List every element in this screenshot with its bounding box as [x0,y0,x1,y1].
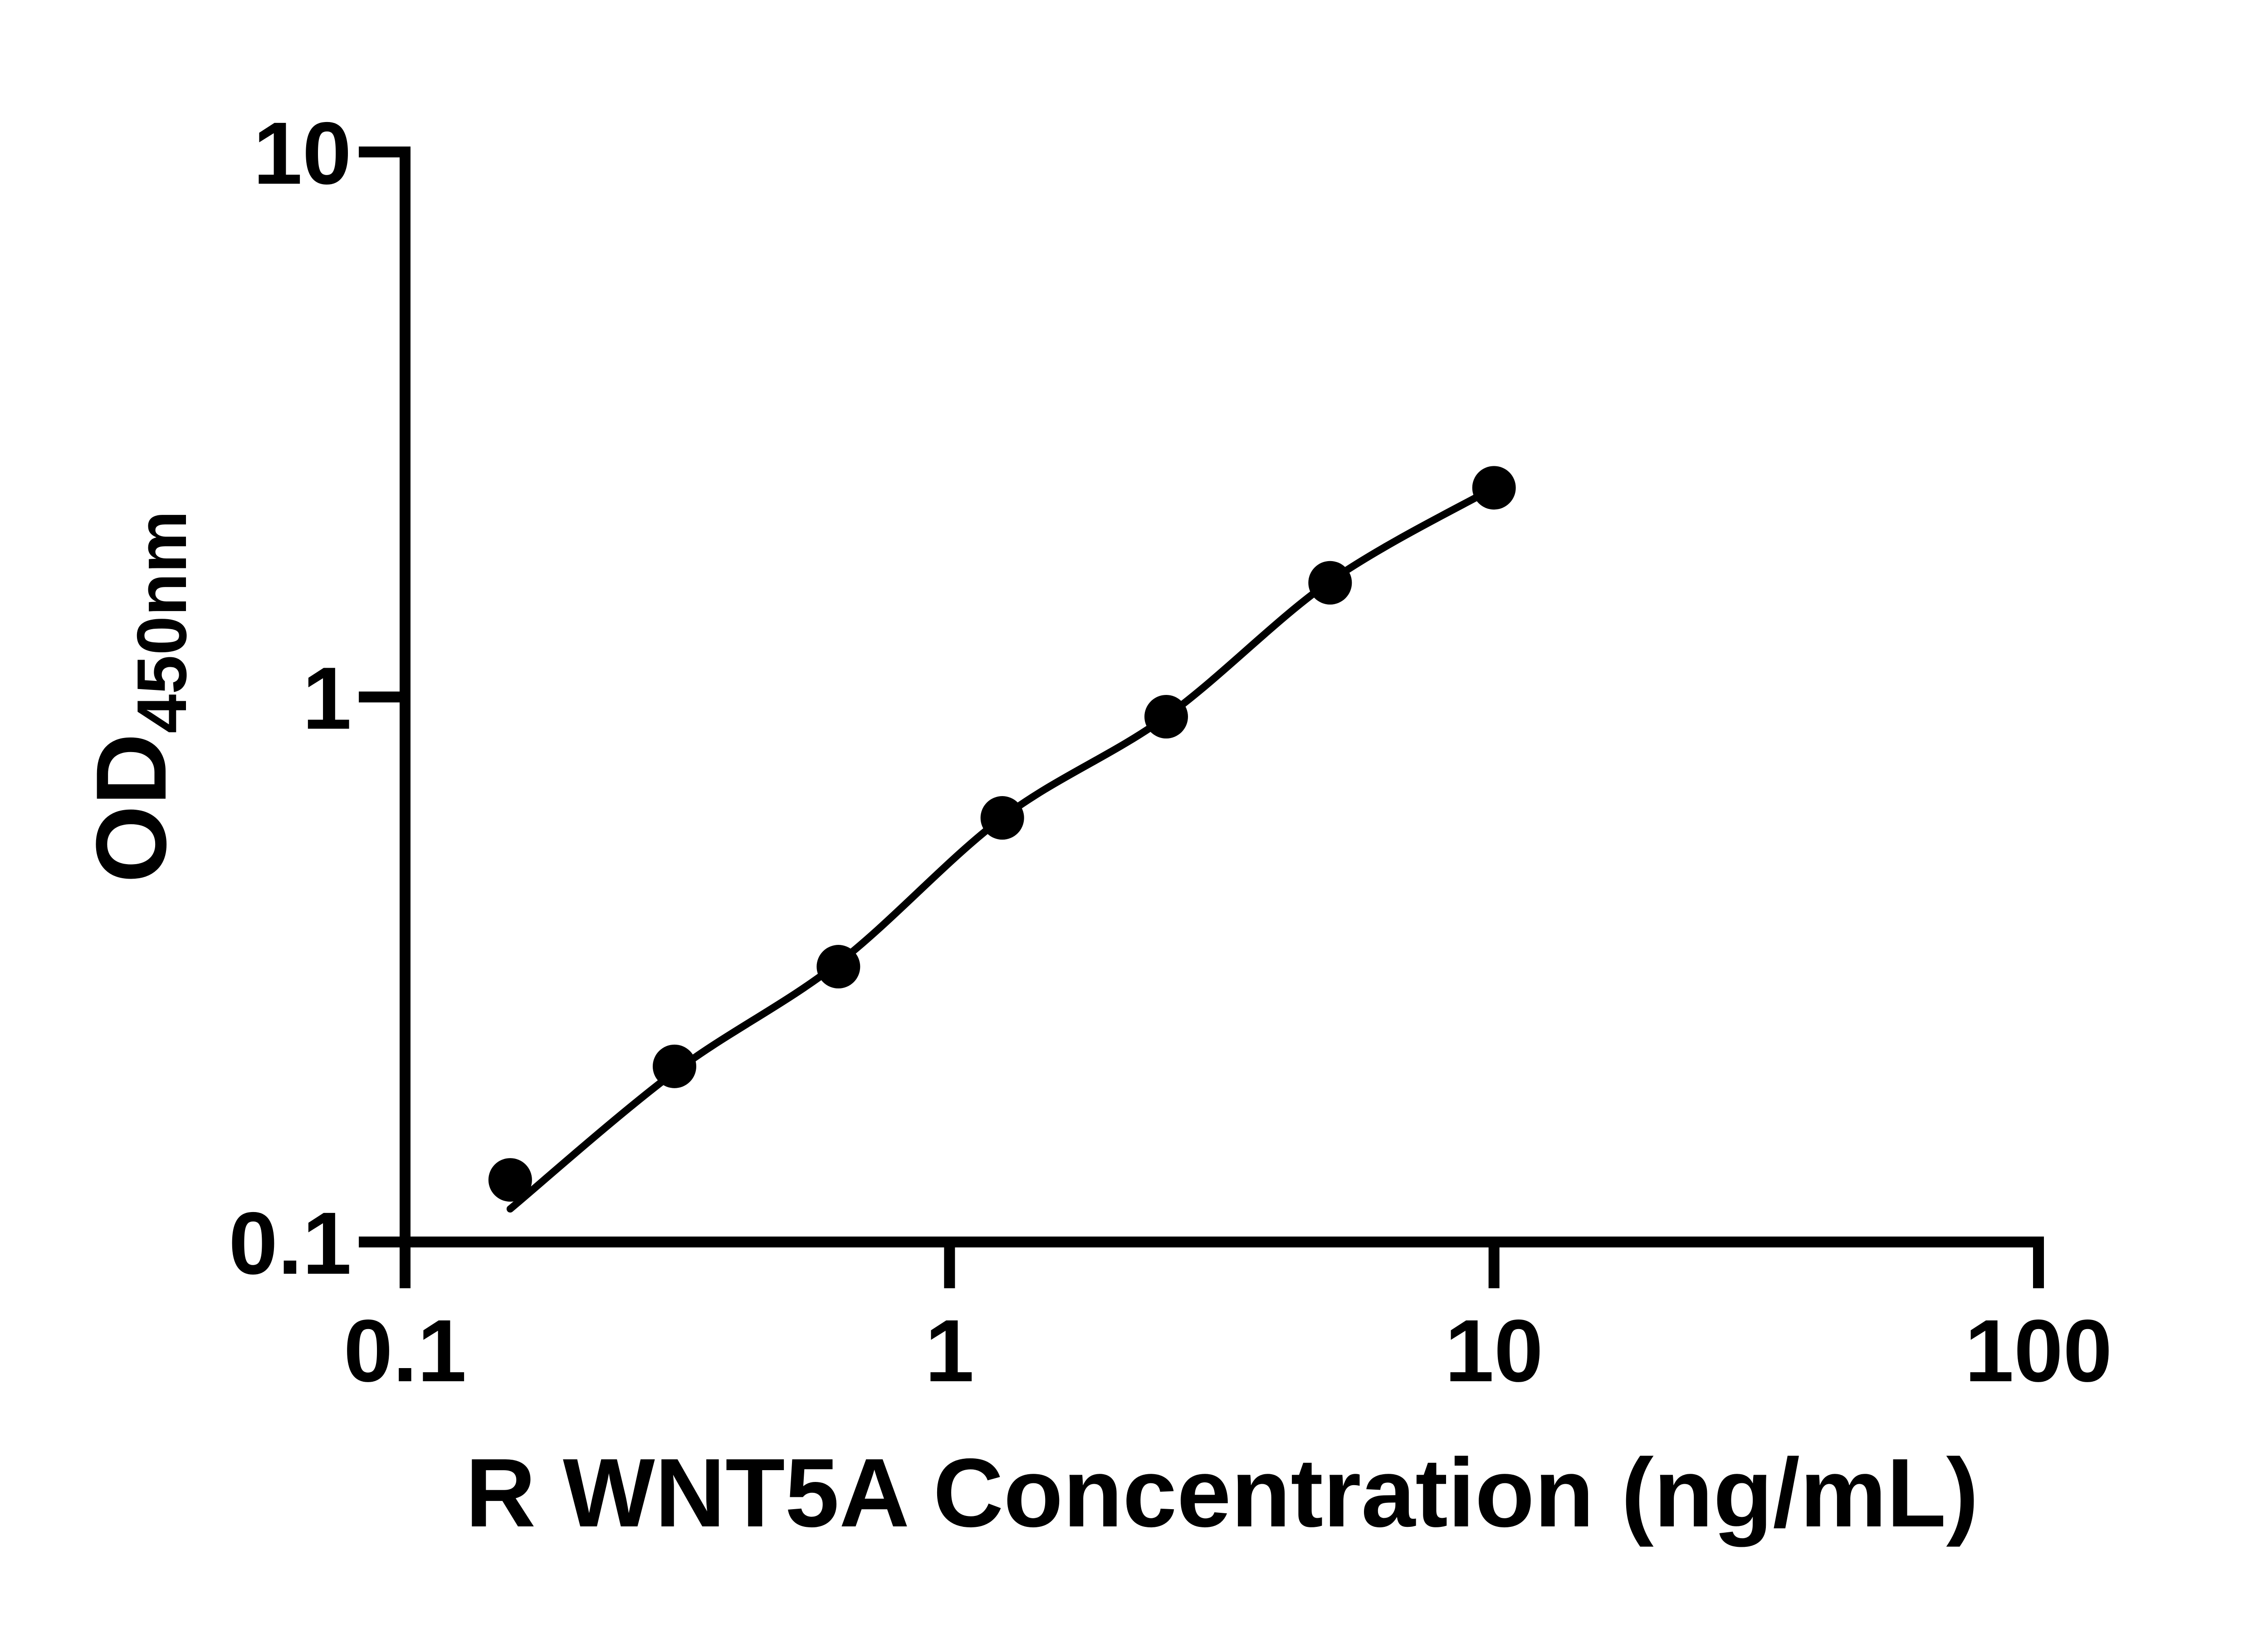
axes-layer [359,147,2044,1288]
data-point-marker [1308,561,1352,605]
y-axis-title-main: OD [75,733,187,883]
data-point-marker [980,796,1024,840]
y-axis-title-subscript: 450nm [122,510,201,733]
y-axis-title: OD450nm [75,510,201,883]
x-axis-title: R WNT5A Concentration (ng/mL) [465,1438,1979,1547]
data-point-marker [1472,466,1516,510]
data-point-layer [488,466,1516,1202]
x-tick-label: 10 [1445,1301,1543,1400]
x-tick-label: 100 [1965,1301,2112,1400]
y-tick-label: 0.1 [229,1194,352,1293]
tick-label-layer: 0.1 1 10 100 10 1 0.1 [229,104,2112,1400]
data-point-marker [816,945,860,989]
data-point-marker [1144,695,1188,739]
data-point-marker [652,1044,696,1088]
y-tick-label: 10 [253,104,352,203]
y-tick-label: 1 [303,649,352,748]
x-tick-label: 0.1 [343,1301,466,1400]
data-point-marker [488,1158,532,1202]
x-tick-label: 1 [925,1301,974,1400]
